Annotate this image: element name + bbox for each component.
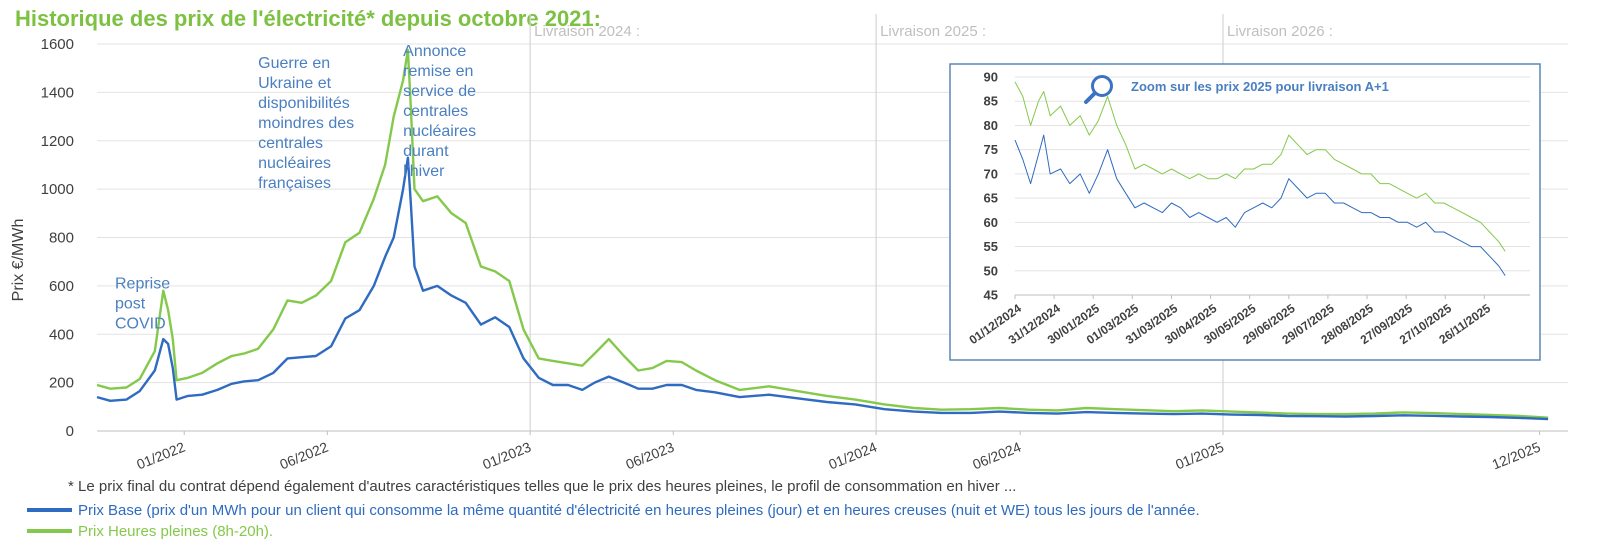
annotation-line: Reprise xyxy=(115,275,170,292)
x-tick-label: 01/2024 xyxy=(826,439,879,473)
magnifier-icon xyxy=(1084,75,1113,104)
main-grid xyxy=(97,43,1568,432)
series-line-peak xyxy=(96,48,1549,419)
annotation-line: post xyxy=(115,295,146,312)
inset-series-line-base xyxy=(1014,134,1506,276)
y-tick-label: 1200 xyxy=(41,133,74,150)
x-tick-label: 01/2023 xyxy=(480,439,533,473)
x-tick-label: 06/2024 xyxy=(970,439,1023,473)
inset-y-tick-label: 45 xyxy=(984,288,998,303)
inset-y-ticks: 45 50 55 60 65 70 75 80 85 90 xyxy=(984,70,998,303)
period-label: Livraison 2025 : xyxy=(880,23,986,40)
chart-title: Historique des prix de l'électricité* de… xyxy=(15,6,601,31)
annotation-line: disponibilités xyxy=(258,95,350,112)
inset-y-tick-label: 80 xyxy=(984,118,998,133)
x-tick-label: 01/2025 xyxy=(1173,439,1226,473)
annotation-line: nucléaires xyxy=(403,123,476,140)
annotation-line: l'hiver xyxy=(403,163,445,180)
series-line-base xyxy=(96,156,1549,421)
y-tick-label: 0 xyxy=(66,423,74,440)
annotation-line: centrales xyxy=(403,103,468,120)
annotation-line: remise en xyxy=(403,63,473,80)
y-tick-label: 800 xyxy=(49,230,74,247)
main-y-ticks: 0 200 400 600 800 1000 1200 1400 1600 xyxy=(41,36,74,440)
legend-label-base: Prix Base (prix d'un MWh pour un client … xyxy=(78,502,1200,519)
annotation-line: centrales xyxy=(258,135,323,152)
annotation-line: durant xyxy=(403,143,449,160)
y-axis-label: Prix €/MWh xyxy=(10,219,27,302)
annotation-line: service de xyxy=(403,83,476,100)
inset-y-tick-label: 90 xyxy=(984,70,998,85)
footnote: * Le prix final du contrat dépend égalem… xyxy=(68,478,1016,495)
inset-title: Zoom sur les prix 2025 pour livraison A+… xyxy=(1131,79,1389,94)
annotation-line: nucléaires xyxy=(258,155,331,172)
y-tick-label: 600 xyxy=(49,278,74,295)
annotation-line: françaises xyxy=(258,175,331,192)
inset-y-tick-label: 75 xyxy=(984,142,998,157)
annotation-line: Ukraine et xyxy=(258,75,331,92)
y-tick-label: 1600 xyxy=(41,36,74,53)
inset-y-tick-label: 70 xyxy=(984,166,998,181)
x-tick-label: 06/2022 xyxy=(277,439,330,473)
x-tick-label: 06/2023 xyxy=(623,439,676,473)
annotation-line: Annonce xyxy=(403,43,466,60)
main-series xyxy=(96,48,1549,421)
period-label: Livraison 2024 : xyxy=(534,23,640,40)
inset-frame xyxy=(949,63,1541,361)
inset-y-tick-label: 85 xyxy=(984,94,998,109)
annotation-line: moindres des xyxy=(258,115,354,132)
x-tick-label: 01/2022 xyxy=(134,439,187,473)
y-tick-label: 400 xyxy=(49,326,74,343)
legend-label-peak: Prix Heures pleines (8h-20h). xyxy=(78,523,273,540)
inset-y-tick-label: 50 xyxy=(984,263,998,278)
inset-y-tick-label: 65 xyxy=(984,191,998,206)
annotation-line: COVID xyxy=(115,315,166,332)
inset-series-line-peak xyxy=(1014,81,1506,252)
period-label: Livraison 2026 : xyxy=(1227,23,1333,40)
y-tick-label: 200 xyxy=(49,375,74,392)
main-x-ticks: 01/2022 06/2022 01/2023 06/2023 01/2024 06/20… xyxy=(134,431,1543,473)
footer: * Le prix final du contrat dépend égalem… xyxy=(27,478,1200,540)
x-tick-label: 12/2025 xyxy=(1490,439,1543,473)
inset-series xyxy=(1014,81,1506,276)
y-tick-label: 1000 xyxy=(41,181,74,198)
inset-y-tick-label: 55 xyxy=(984,239,998,254)
y-tick-label: 1400 xyxy=(41,84,74,101)
delivery-period-markers: Livraison 2024 : Livraison 2025 : Livraiso… xyxy=(529,14,1333,431)
inset-y-tick-label: 60 xyxy=(984,215,998,230)
inset-grid xyxy=(1015,76,1530,296)
annotation-line: Guerre en xyxy=(258,55,330,72)
event-annotations: Reprise post COVID Guerre en Ukraine et dispo… xyxy=(115,43,476,332)
